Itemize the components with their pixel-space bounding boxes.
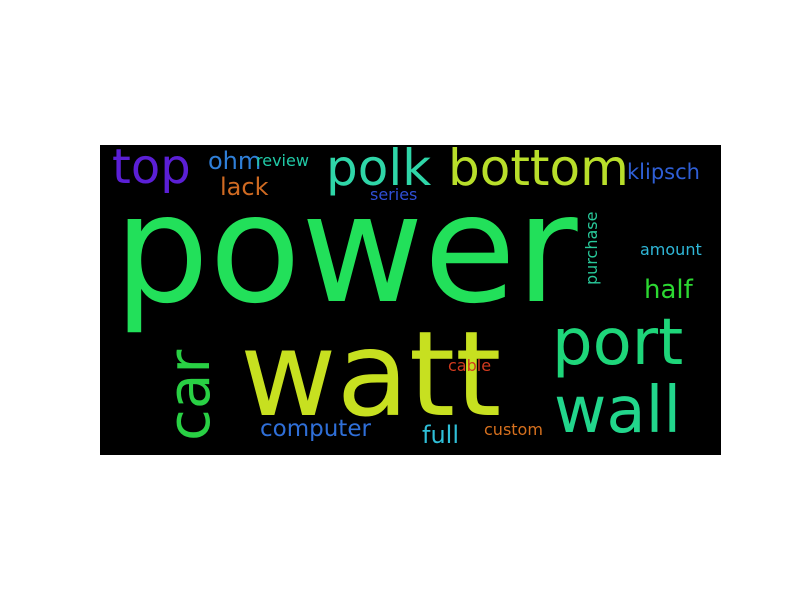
word-lack: lack <box>220 173 269 201</box>
word-bottom: bottom <box>448 145 629 197</box>
word-cable: cable <box>448 356 492 375</box>
word-port: port <box>552 306 684 380</box>
word-car: car <box>155 349 223 441</box>
word-watt: watt <box>240 305 502 443</box>
word-series: series <box>370 185 418 204</box>
word-cloud: power watt polk bottom top port wall car… <box>100 145 721 455</box>
word-top: top <box>112 145 191 195</box>
word-polk: polk <box>326 145 432 197</box>
word-half: half <box>644 275 693 305</box>
word-amount: amount <box>640 240 702 259</box>
word-full: full <box>422 421 459 449</box>
word-ohm: ohm <box>208 147 262 175</box>
word-computer: computer <box>260 416 371 442</box>
word-purchase: purchase <box>582 211 601 285</box>
word-wall: wall <box>554 374 682 448</box>
word-review: review <box>256 151 309 170</box>
word-klipsch: klipsch <box>627 160 700 184</box>
word-power: power <box>114 163 578 337</box>
word-custom: custom <box>484 420 543 439</box>
